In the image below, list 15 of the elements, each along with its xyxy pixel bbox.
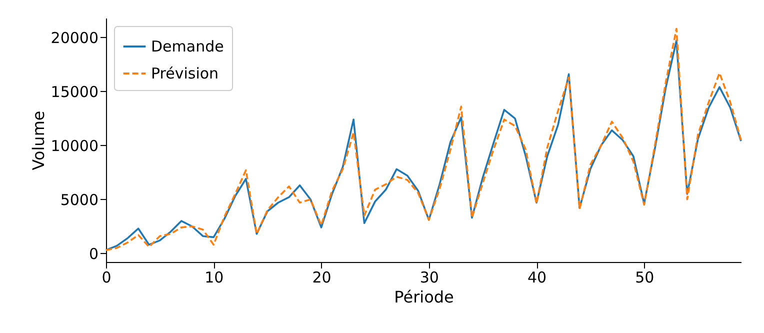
x-tick-label: 20 xyxy=(312,268,332,286)
x-tick-label: 50 xyxy=(635,268,654,286)
y-tick-label: 15000 xyxy=(50,82,98,101)
x-tick-label: 10 xyxy=(204,268,224,286)
y-tick-label: 20000 xyxy=(50,28,98,47)
x-tick-label: 30 xyxy=(420,268,439,286)
y-tick-label: 5000 xyxy=(60,190,98,209)
x-tick-label: 40 xyxy=(527,268,547,286)
legend-label: Demande xyxy=(151,38,224,56)
legend-label: Prévision xyxy=(151,64,219,82)
y-tick-label: 0 xyxy=(88,244,98,263)
y-tick-label: 10000 xyxy=(50,136,98,155)
x-tick-label: 0 xyxy=(102,268,112,286)
x-axis-title: Période xyxy=(394,288,454,306)
y-axis-title: Volume xyxy=(28,110,48,170)
